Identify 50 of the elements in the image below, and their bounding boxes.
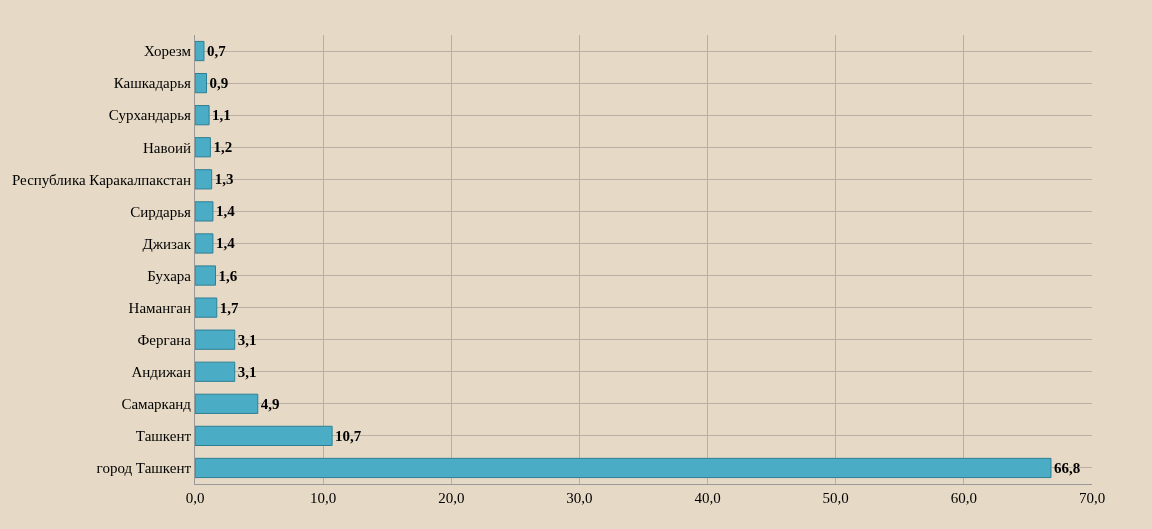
- y-tick-label: Самарканд: [121, 396, 192, 413]
- x-tick-label: 10,0: [310, 490, 337, 506]
- data-label: 1,7: [219, 299, 240, 316]
- data-label: 3,1: [237, 363, 257, 380]
- y-tick-label: Сурхандарья: [108, 107, 192, 124]
- y-tick-label: Сирдарья: [130, 203, 192, 220]
- y-tick-label: Республика Каракалпакстан: [11, 171, 191, 188]
- bar: [195, 201, 214, 222]
- data-label: 1,3: [214, 171, 234, 188]
- data-label: 0,9: [209, 75, 229, 92]
- x-tick-label: 60,0: [950, 490, 977, 506]
- y-tick-label: Андижан: [131, 364, 191, 380]
- bar: [195, 393, 259, 414]
- y-tick-label: Хорезм: [144, 43, 192, 60]
- bar: [195, 457, 1052, 479]
- bar: [195, 137, 211, 158]
- bar: [195, 297, 218, 318]
- data-label: 0,7: [206, 43, 227, 60]
- y-tick-label: Джизак: [142, 235, 192, 252]
- bar: [195, 72, 208, 94]
- y-tick-label: Фергана: [137, 331, 192, 348]
- data-label: 1,6: [218, 267, 238, 284]
- bar: [195, 361, 236, 382]
- data-label: 3,1: [237, 331, 257, 348]
- x-tick-label: 40,0: [694, 490, 721, 506]
- data-label: 1,1: [212, 107, 231, 124]
- bar: [195, 169, 213, 190]
- y-tick-label: Кашкадарья: [113, 75, 192, 92]
- x-tick-label: 20,0: [438, 490, 465, 506]
- x-tick-label: 50,0: [822, 490, 849, 506]
- x-tick-label: 30,0: [566, 490, 593, 506]
- x-tick-label: 70,0: [1078, 490, 1106, 506]
- data-label: 1,4: [215, 203, 236, 220]
- y-tick-label: Ташкент: [135, 428, 192, 445]
- bar: [195, 233, 214, 254]
- bar: [195, 329, 236, 350]
- y-tick-label: Бухара: [147, 267, 192, 284]
- bar: [195, 265, 216, 286]
- y-tick-label: Навоий: [142, 139, 191, 156]
- bar: [195, 425, 333, 447]
- data-label: 66,8: [1053, 459, 1081, 476]
- y-tick-label: город Ташкент: [96, 460, 192, 477]
- bar: [195, 105, 210, 126]
- bar: [195, 40, 205, 62]
- data-label: 1,2: [213, 139, 233, 156]
- data-label: 4,9: [260, 395, 280, 412]
- y-tick-label: Наманган: [128, 299, 191, 316]
- data-label: 1,4: [215, 235, 236, 252]
- data-label: 10,7: [335, 427, 362, 444]
- x-tick-label: 0,0: [185, 490, 205, 506]
